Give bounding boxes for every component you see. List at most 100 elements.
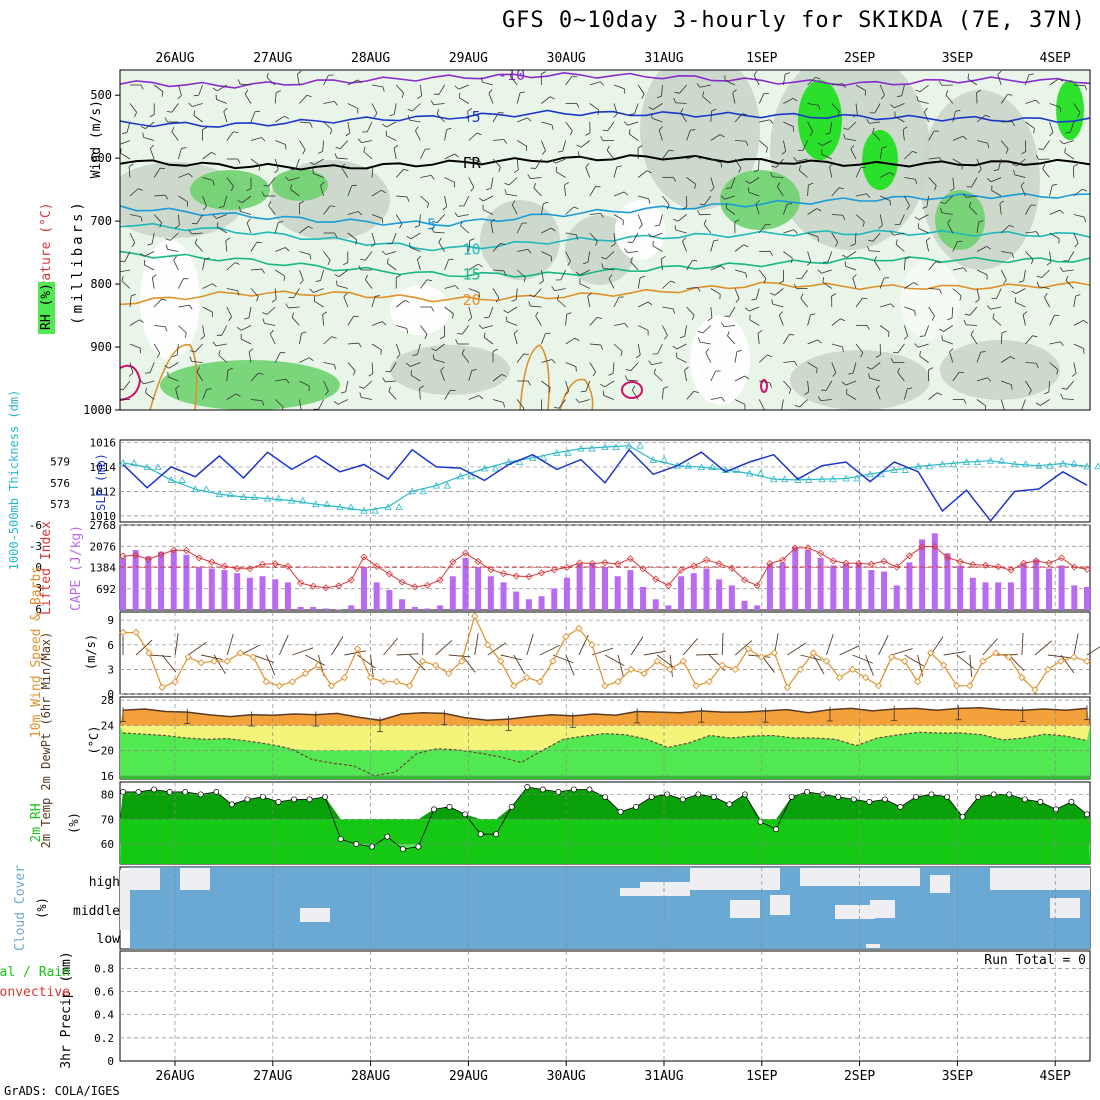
barb-flag bbox=[503, 270, 507, 276]
rh-max-ring bbox=[621, 381, 643, 399]
barb-shaft bbox=[444, 195, 448, 207]
rh-marker bbox=[602, 793, 608, 800]
rh-marker bbox=[1021, 796, 1028, 803]
barb-shaft bbox=[659, 214, 663, 226]
barb-flag bbox=[500, 242, 506, 246]
barb-flag bbox=[363, 146, 366, 152]
barb-shaft bbox=[565, 362, 577, 367]
barb-shaft bbox=[822, 281, 833, 289]
rh-marker bbox=[975, 793, 982, 800]
barb-shaft bbox=[145, 121, 155, 129]
wind-speed-marker bbox=[1005, 653, 1013, 661]
rh-marker bbox=[555, 788, 562, 795]
barb-flag bbox=[777, 182, 781, 187]
barb-shaft bbox=[755, 288, 760, 300]
barb-flag bbox=[984, 405, 987, 410]
barb-flag bbox=[228, 316, 232, 322]
barb-flag bbox=[284, 115, 290, 120]
barb-shaft bbox=[436, 113, 445, 123]
barb-flag bbox=[478, 324, 483, 329]
barb-shaft bbox=[419, 388, 421, 400]
cloud-cells bbox=[120, 867, 1090, 949]
wind-barb bbox=[539, 644, 560, 656]
barb-shaft bbox=[821, 140, 832, 147]
barb-flag bbox=[902, 126, 908, 130]
barb-shaft bbox=[976, 352, 982, 363]
barb-shaft bbox=[338, 269, 349, 277]
wind-speed-marker bbox=[966, 682, 974, 690]
cloud-gap bbox=[930, 875, 950, 893]
barb-flag bbox=[1083, 320, 1088, 324]
li-marker bbox=[474, 557, 482, 566]
barb-flag bbox=[334, 274, 340, 277]
thickness-marker bbox=[636, 441, 644, 449]
barb-shaft bbox=[516, 222, 523, 234]
barb-flag bbox=[713, 239, 719, 242]
cape-bar bbox=[373, 582, 380, 610]
barb-flag bbox=[358, 265, 362, 271]
barb-flag bbox=[381, 250, 386, 255]
barb-shaft bbox=[121, 280, 131, 289]
li-marker bbox=[855, 559, 863, 567]
barb-shaft bbox=[952, 267, 964, 271]
barb-shaft bbox=[637, 214, 643, 225]
barb-flag bbox=[351, 184, 357, 187]
barb-flag bbox=[703, 219, 707, 225]
barb-shaft bbox=[565, 314, 567, 326]
thickness-marker bbox=[625, 441, 633, 449]
barb-shaft bbox=[831, 83, 843, 86]
barb-flag bbox=[128, 372, 134, 377]
barb-flag bbox=[357, 79, 362, 84]
li-marker bbox=[715, 560, 723, 568]
barb-shaft bbox=[314, 158, 324, 166]
barb-flag bbox=[478, 197, 484, 202]
wind-speed-marker bbox=[145, 649, 153, 657]
barb-flag bbox=[340, 391, 346, 394]
cloud-gap bbox=[180, 868, 210, 890]
thickness-marker bbox=[853, 474, 861, 482]
wind-barb bbox=[800, 654, 822, 661]
barb-shaft bbox=[872, 232, 881, 242]
barb-shaft bbox=[347, 211, 359, 215]
cape-bar bbox=[1058, 565, 1065, 610]
barb-flag bbox=[810, 313, 816, 316]
cloud-gap bbox=[120, 870, 130, 930]
thickness-marker bbox=[938, 460, 947, 468]
contour-label: FR bbox=[463, 154, 482, 172]
barb-flag bbox=[404, 300, 410, 303]
barb-shaft bbox=[226, 262, 236, 271]
li-marker bbox=[512, 572, 520, 580]
barb-flag bbox=[403, 168, 409, 172]
barb-shaft bbox=[926, 195, 929, 207]
barb-flag bbox=[548, 387, 551, 393]
barb-shaft bbox=[799, 169, 808, 178]
barb-shaft bbox=[652, 232, 663, 238]
barb-shaft bbox=[682, 241, 687, 252]
thickness-marker bbox=[914, 462, 922, 470]
barb-shaft bbox=[293, 288, 300, 299]
rh-blob bbox=[140, 240, 200, 360]
barb-shaft bbox=[516, 353, 525, 363]
barb-flag bbox=[188, 304, 193, 310]
barb-flag bbox=[763, 278, 767, 284]
barb-flag bbox=[212, 87, 218, 92]
wind-speed-marker bbox=[497, 657, 505, 665]
barb-flag bbox=[165, 244, 168, 250]
li-marker bbox=[538, 569, 546, 577]
barb-flag bbox=[486, 187, 492, 191]
rh-tick-label: 70 bbox=[101, 813, 114, 826]
wind-speed-marker bbox=[223, 657, 231, 665]
barb-flag bbox=[850, 243, 856, 247]
barb-flag bbox=[188, 102, 193, 107]
barb-flag bbox=[620, 351, 623, 357]
cape-bar bbox=[703, 568, 710, 610]
barb-shaft bbox=[129, 103, 137, 113]
rh-blob bbox=[480, 200, 560, 280]
contour-label: -10 bbox=[498, 66, 525, 84]
barb-shaft bbox=[250, 288, 259, 297]
barb-shaft bbox=[728, 306, 736, 317]
barb-flag bbox=[919, 351, 921, 357]
barb-shaft bbox=[323, 380, 329, 392]
barb-flag bbox=[663, 386, 669, 389]
